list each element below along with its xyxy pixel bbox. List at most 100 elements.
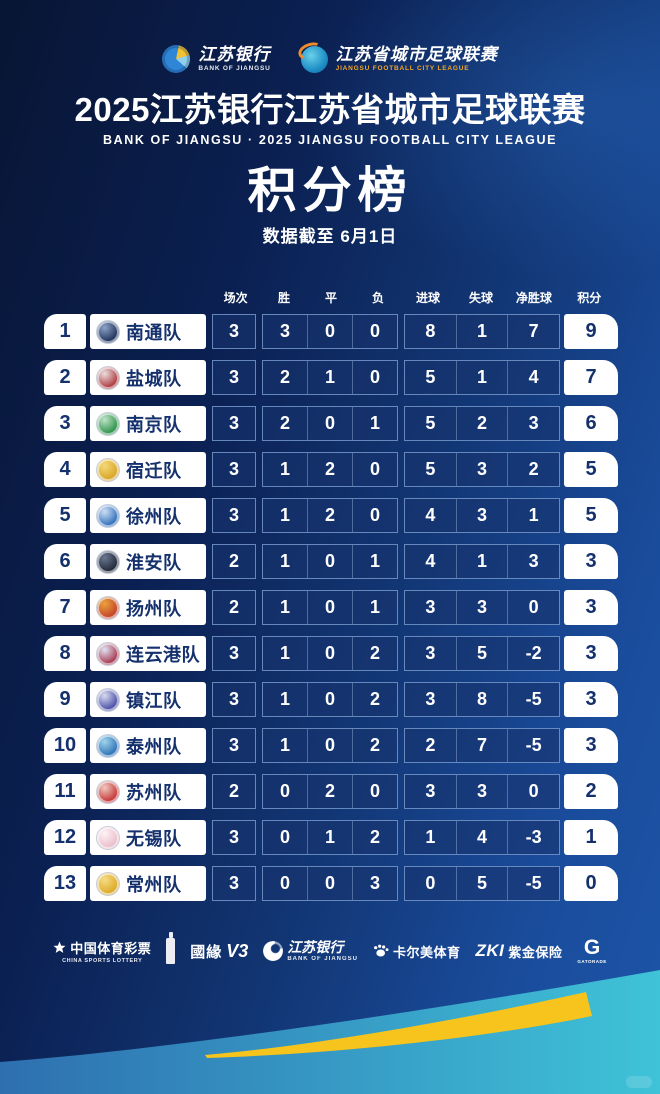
played-cell: 2 bbox=[212, 544, 256, 579]
goals-for-value: 3 bbox=[425, 781, 436, 801]
team-name: 宿迁队 bbox=[126, 460, 182, 481]
rank-badge: 9 bbox=[44, 682, 86, 717]
wdl-group: 2 1 0 bbox=[262, 360, 398, 395]
win-value: 3 bbox=[279, 321, 290, 341]
header-logos: 江苏银行 BANK OF JIANGSU 江苏省城市足球联赛 JIANGSU F… bbox=[0, 0, 660, 82]
league-logo-en: JIANGSU FOOTBALL CITY LEAGUE bbox=[335, 64, 470, 72]
loss-value: 2 bbox=[352, 729, 397, 762]
goals-against-value: 1 bbox=[455, 545, 508, 578]
standings-header-row: 场次 胜 平 负 进球 失球 净胜球 积分 bbox=[44, 290, 618, 305]
points-cell: 2 bbox=[564, 774, 618, 809]
bank-swirl-icon bbox=[263, 941, 284, 961]
rank-value: 11 bbox=[54, 780, 76, 802]
points-cell: 3 bbox=[564, 728, 618, 763]
lottery-star-icon bbox=[53, 941, 66, 953]
loss-value: 2 bbox=[352, 637, 397, 670]
col-goals-against: 失球 bbox=[468, 290, 493, 305]
wdl-group: 0 0 3 bbox=[262, 866, 398, 901]
team-cell: 扬州队 bbox=[90, 590, 206, 625]
page-subtitle: BANK OF JIANGSU · 2025 JIANGSU FOOTBALL … bbox=[102, 133, 558, 147]
goals-for-value: 2 bbox=[425, 735, 436, 755]
played-value: 2 bbox=[228, 781, 239, 801]
goals-group: 4 1 3 bbox=[404, 544, 560, 579]
goal-diff-value: 3 bbox=[507, 545, 559, 578]
win-value: 0 bbox=[279, 781, 290, 801]
goals-for-value: 3 bbox=[425, 597, 436, 617]
goals-against-value: 3 bbox=[455, 775, 508, 808]
draw-value: 0 bbox=[307, 591, 352, 624]
draw-value: 0 bbox=[307, 637, 352, 670]
table-row: 1 南通队 3 3 0 0 8 1 7 9 bbox=[44, 314, 618, 349]
team-logo-icon bbox=[97, 596, 119, 619]
team-logo-icon bbox=[97, 872, 119, 895]
points-cell: 7 bbox=[564, 360, 618, 395]
sponsor-guoyuan-v3: 國緣 V3 bbox=[190, 941, 248, 962]
goal-diff-value: 4 bbox=[507, 361, 559, 394]
goal-diff-value: 0 bbox=[507, 591, 559, 624]
table-row: 5 徐州队 3 1 2 0 4 3 1 5 bbox=[44, 498, 618, 533]
points-cell: 6 bbox=[564, 406, 618, 441]
team-cell: 无锡队 bbox=[90, 820, 206, 855]
team-name: 苏州队 bbox=[126, 782, 182, 803]
standings-rows: 1 南通队 3 3 0 0 8 1 7 9 2 盐城队 bbox=[44, 314, 618, 901]
goal-diff-value: 3 bbox=[507, 407, 559, 440]
goals-for-value: 0 bbox=[425, 873, 436, 893]
rank-value: 3 bbox=[59, 412, 71, 434]
table-row: 10 泰州队 3 1 0 2 2 7 -5 3 bbox=[44, 728, 618, 763]
played-cell: 3 bbox=[212, 866, 256, 901]
goal-diff-value: 2 bbox=[507, 453, 559, 486]
win-value: 1 bbox=[279, 597, 290, 617]
played-value: 3 bbox=[228, 367, 239, 387]
draw-value: 0 bbox=[307, 407, 352, 440]
table-row: 3 南京队 3 2 0 1 5 2 3 6 bbox=[44, 406, 618, 441]
teal-wave-shape bbox=[0, 970, 660, 1094]
loss-value: 1 bbox=[352, 545, 397, 578]
table-row: 8 连云港队 3 1 0 2 3 5 -2 3 bbox=[44, 636, 618, 671]
col-loss: 负 bbox=[371, 290, 384, 305]
goals-group: 3 8 -5 bbox=[404, 682, 560, 717]
points-value: 5 bbox=[585, 504, 597, 526]
draw-value: 0 bbox=[307, 729, 352, 762]
rank-value: 12 bbox=[53, 826, 77, 848]
standings-table: 场次 胜 平 负 进球 失球 净胜球 积分 1 南通队 3 3 0 bbox=[44, 290, 618, 901]
col-played: 场次 bbox=[223, 290, 248, 305]
goal-diff-value: 7 bbox=[507, 315, 559, 348]
draw-value: 0 bbox=[307, 315, 352, 348]
guoyuan-v3-text: V3 bbox=[226, 940, 249, 961]
bank-logo: 江苏银行 BANK OF JIANGSU bbox=[162, 45, 270, 73]
col-goal-diff: 净胜球 bbox=[515, 290, 552, 305]
team-name: 扬州队 bbox=[126, 598, 182, 619]
team-logo-icon bbox=[97, 826, 119, 849]
col-points: 积分 bbox=[577, 290, 602, 305]
rank-value: 5 bbox=[59, 504, 71, 526]
team-logo-icon bbox=[97, 688, 119, 711]
played-value: 3 bbox=[228, 643, 239, 663]
col-goals-for: 进球 bbox=[415, 290, 440, 305]
goals-for-value: 5 bbox=[425, 413, 436, 433]
win-value: 1 bbox=[279, 551, 290, 571]
loss-value: 1 bbox=[352, 591, 397, 624]
rank-badge: 12 bbox=[44, 820, 86, 855]
win-value: 2 bbox=[279, 413, 290, 433]
team-logo-icon bbox=[97, 412, 119, 435]
sponsor-china-sports-lottery: 中国体育彩票 CHINA SPORTS LOTTERY bbox=[53, 938, 151, 964]
points-cell: 3 bbox=[564, 544, 618, 579]
watermark bbox=[626, 1076, 652, 1088]
team-logo-icon bbox=[97, 504, 119, 527]
draw-value: 0 bbox=[307, 867, 352, 900]
table-row: 7 扬州队 2 1 0 1 3 3 0 3 bbox=[44, 590, 618, 625]
team-name: 无锡队 bbox=[126, 828, 182, 849]
rank-badge: 1 bbox=[44, 314, 86, 349]
sponsor-zijin: ZKI 紫金保险 bbox=[476, 941, 563, 961]
rank-value: 8 bbox=[59, 642, 71, 664]
rank-value: 6 bbox=[59, 550, 71, 572]
goals-group: 8 1 7 bbox=[404, 314, 560, 349]
gatorade-g-icon: G bbox=[583, 936, 601, 959]
rank-badge: 8 bbox=[44, 636, 86, 671]
played-cell: 3 bbox=[212, 728, 256, 763]
sponsor-kelme: 卡尔美体育 bbox=[373, 942, 461, 961]
rank-value: 1 bbox=[59, 320, 71, 342]
team-logo-icon bbox=[97, 642, 119, 665]
win-value: 1 bbox=[279, 735, 290, 755]
rank-value: 9 bbox=[59, 688, 71, 710]
